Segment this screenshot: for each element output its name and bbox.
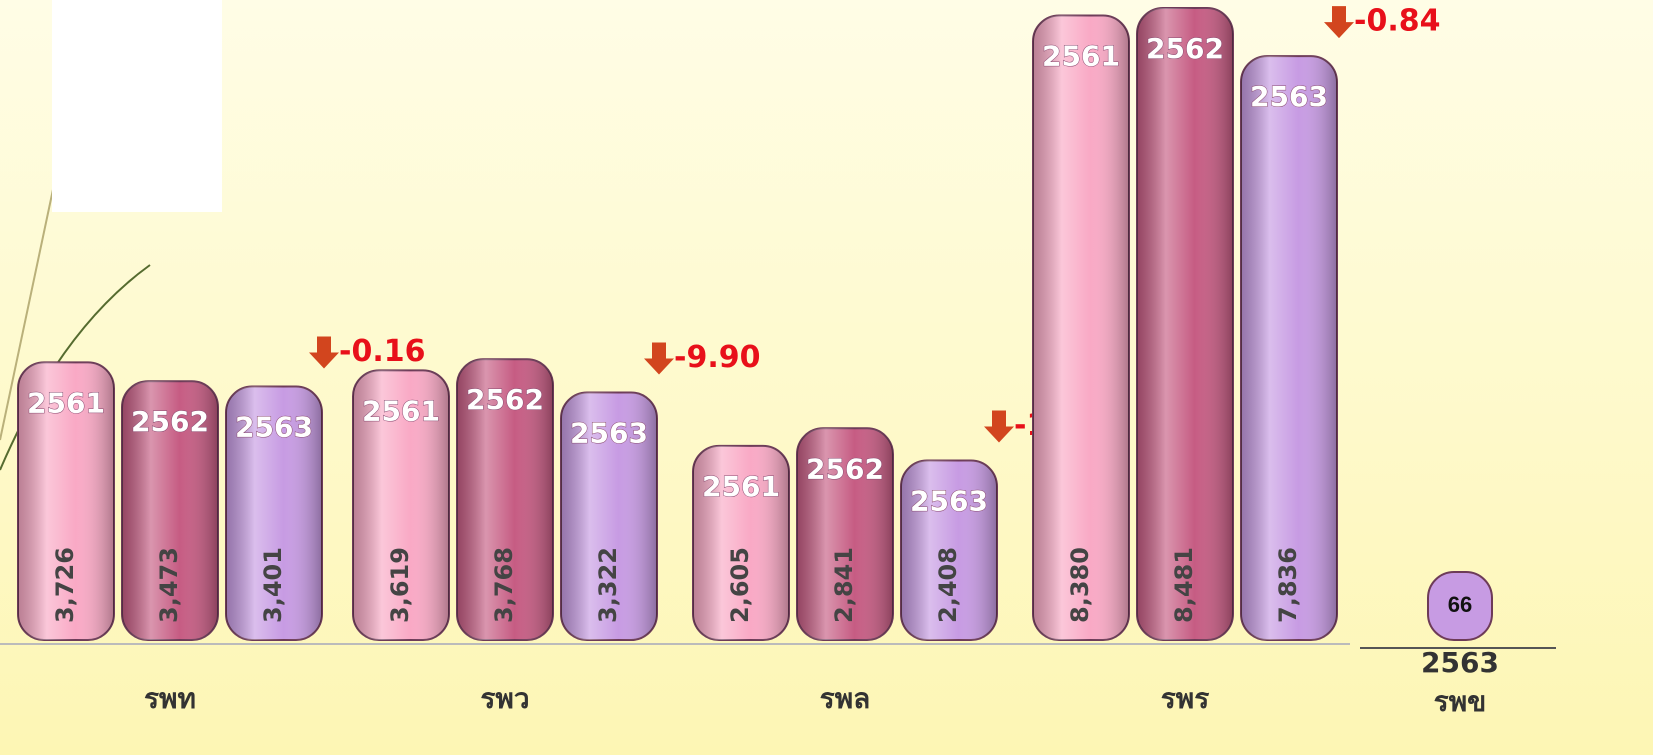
- value-label: 3,726: [51, 547, 79, 623]
- series-label: 2561: [1042, 40, 1120, 73]
- bar-shine: [353, 370, 449, 640]
- series-label: 2562: [1146, 32, 1224, 65]
- bar-shine: [901, 460, 997, 640]
- bar-shine: [18, 362, 114, 640]
- x-tick-label: รพว: [480, 682, 529, 715]
- down-arrow: [1324, 6, 1354, 39]
- value-label: 7,836: [1274, 547, 1302, 623]
- bar-shine: [122, 381, 218, 640]
- bar-shine: [1137, 8, 1233, 640]
- bar-shine: [226, 386, 322, 640]
- change-label: -0.16: [339, 334, 425, 369]
- series-label: 2563: [570, 416, 648, 449]
- series-label: 2563: [235, 411, 313, 444]
- x-tick-label: รพร: [1161, 682, 1210, 715]
- series-label: 2561: [702, 470, 780, 503]
- down-arrow: [984, 410, 1014, 443]
- series-label: 2563: [1421, 646, 1499, 679]
- series-label: 2563: [910, 485, 988, 518]
- x-tick-label: รพล: [820, 682, 871, 715]
- bar-shine: [457, 359, 553, 640]
- value-label: 2,408: [934, 547, 962, 623]
- value-label: 3,401: [259, 547, 287, 623]
- value-label: 2,605: [726, 547, 754, 623]
- bar-shine: [1241, 56, 1337, 641]
- bar-shine: [561, 392, 657, 640]
- value-label: 3,322: [594, 547, 622, 623]
- value-label: 3,768: [490, 547, 518, 623]
- value-label: 2,841: [830, 547, 858, 623]
- series-label: 2562: [806, 452, 884, 485]
- series-label: 2562: [466, 383, 544, 416]
- series-label: 2562: [131, 405, 209, 438]
- value-label: 66: [1448, 592, 1472, 617]
- value-label: 8,481: [1170, 547, 1198, 623]
- value-label: 3,473: [155, 547, 183, 623]
- x-tick-label: รพท: [144, 682, 196, 715]
- illustration: [52, 0, 222, 212]
- decor-line: [0, 264, 151, 471]
- series-label: 2561: [27, 386, 105, 419]
- bar: [1427, 571, 1493, 641]
- change-label: -0.84: [1354, 4, 1440, 39]
- bar-shine: [693, 445, 789, 640]
- bar-shine: [797, 428, 893, 640]
- value-label: 8,380: [1066, 547, 1094, 623]
- series-label: 2561: [362, 394, 440, 427]
- change-label: -9.90: [674, 340, 760, 375]
- down-arrow: [309, 336, 339, 369]
- bar-shine: [1033, 15, 1129, 640]
- down-arrow: [644, 342, 674, 375]
- series-label: 2563: [1250, 80, 1328, 113]
- decor-line: [0, 179, 56, 441]
- value-label: 3,619: [386, 547, 414, 623]
- x-tick-label: รพข: [1434, 685, 1487, 718]
